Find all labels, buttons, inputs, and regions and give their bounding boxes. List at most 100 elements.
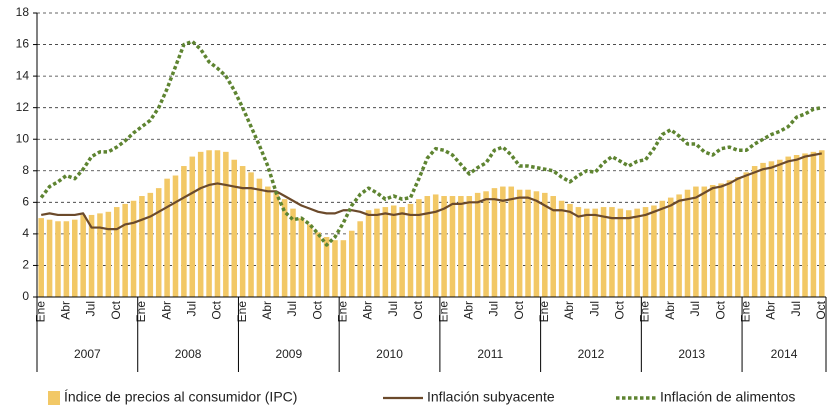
bar [348,230,355,297]
line [40,152,823,231]
y-tick-label: 16 [16,37,30,51]
bar [206,150,212,297]
bar [802,153,808,297]
y-tick-label: 8 [22,163,29,177]
bar [390,205,397,297]
bar [617,208,624,297]
x-tick-label: Oct [109,300,123,319]
bar [97,213,103,297]
x-tick-label: Oct [310,300,324,319]
bar [63,221,70,297]
bar [189,156,196,297]
x-tick-label: Ene [336,301,350,323]
x-tick-label: Abr [59,301,73,320]
bar [256,178,263,297]
bar [567,203,573,297]
x-tick-label: Oct [814,300,828,319]
bar [265,186,271,297]
y-tick-label: 4 [22,226,29,240]
bar [382,207,389,297]
bar [340,240,347,297]
bar [659,200,666,297]
bar [155,188,162,297]
bar [500,186,506,297]
bar [223,151,229,297]
bar [273,192,279,297]
x-tick-label: Jul [688,301,702,316]
bar [374,208,380,297]
x-tick-label: Jul [184,301,198,316]
x-tick-label: Abr [159,301,173,320]
y-tick-label: 14 [16,68,30,82]
bar [819,150,825,297]
bar [458,196,464,297]
bar [600,207,607,297]
year-label: 2011 [477,347,503,361]
bar [130,200,137,297]
bar [516,189,523,297]
bar [88,214,95,297]
bar [542,192,548,297]
bar [709,184,716,297]
bar [642,207,649,297]
line [39,39,823,247]
y-tick-label: 10 [16,131,30,145]
x-tick-label: Abr [663,301,677,320]
bar [357,221,363,297]
bar [105,211,112,297]
year-label: 2007 [74,347,101,361]
bar [550,196,556,297]
bar [667,197,674,297]
x-tick-label: Jul [587,301,601,316]
bar [558,200,565,297]
bar [693,186,699,297]
bar [307,224,313,297]
bar [332,240,338,297]
bar [197,151,204,297]
x-tick-label: Ene [738,301,752,323]
bar [172,175,179,297]
bar [718,183,724,297]
bar [768,161,775,297]
bar [231,159,238,297]
bar [592,208,598,297]
bar [508,186,515,297]
bar [55,221,61,297]
x-tick-label: Ene [436,301,450,323]
bar [181,166,187,297]
x-tick-label: Oct [713,300,727,319]
year-label: 2013 [678,347,705,361]
bar [525,189,531,297]
x-tick-label: Oct [512,300,526,319]
bar [810,151,817,297]
bar [483,191,489,297]
bar [113,207,120,297]
bar [281,199,288,297]
y-tick-label: 12 [16,100,30,114]
bar [72,219,78,297]
bar [122,203,128,297]
bar [743,172,750,297]
bar [676,194,682,297]
bar [793,155,800,297]
y-tick-label: 0 [22,289,29,303]
year-label: 2008 [175,347,202,361]
bar [239,166,246,297]
x-tick-label: Jul [487,301,501,316]
bar [248,172,254,297]
x-tick-label: Abr [461,301,475,320]
bar [726,180,733,297]
bar [441,196,447,297]
bar [214,150,221,297]
bar [735,177,741,297]
x-tick-label: Ene [638,301,652,323]
year-label: 2012 [578,347,605,361]
x-tick-label: Abr [562,301,576,320]
x-tick-label: Oct [411,300,425,319]
bar [584,208,590,297]
bar [147,192,154,297]
bar [424,196,431,297]
bar [80,214,86,297]
y-tick-label: 6 [22,195,29,209]
